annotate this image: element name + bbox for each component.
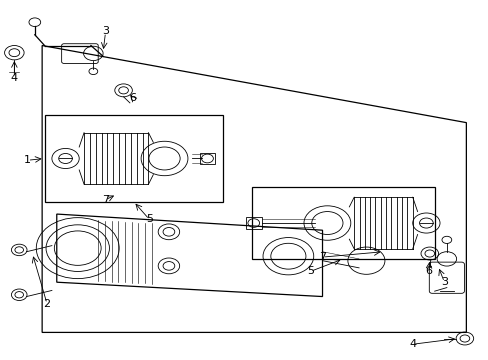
Text: 7: 7 — [102, 195, 109, 205]
Text: 4: 4 — [408, 339, 415, 349]
Text: 6: 6 — [425, 266, 431, 276]
Text: 1: 1 — [24, 155, 31, 165]
Text: 6: 6 — [128, 93, 136, 103]
Bar — [199, 153, 215, 164]
Bar — [245, 217, 261, 229]
Text: 3: 3 — [102, 26, 109, 36]
Text: 2: 2 — [43, 299, 50, 309]
Text: 5: 5 — [145, 215, 153, 224]
Text: 5: 5 — [306, 266, 313, 276]
Bar — [44, 116, 222, 202]
Text: 7: 7 — [318, 252, 325, 262]
Text: 3: 3 — [440, 277, 447, 287]
Bar — [251, 187, 434, 259]
Text: 4: 4 — [11, 73, 18, 83]
